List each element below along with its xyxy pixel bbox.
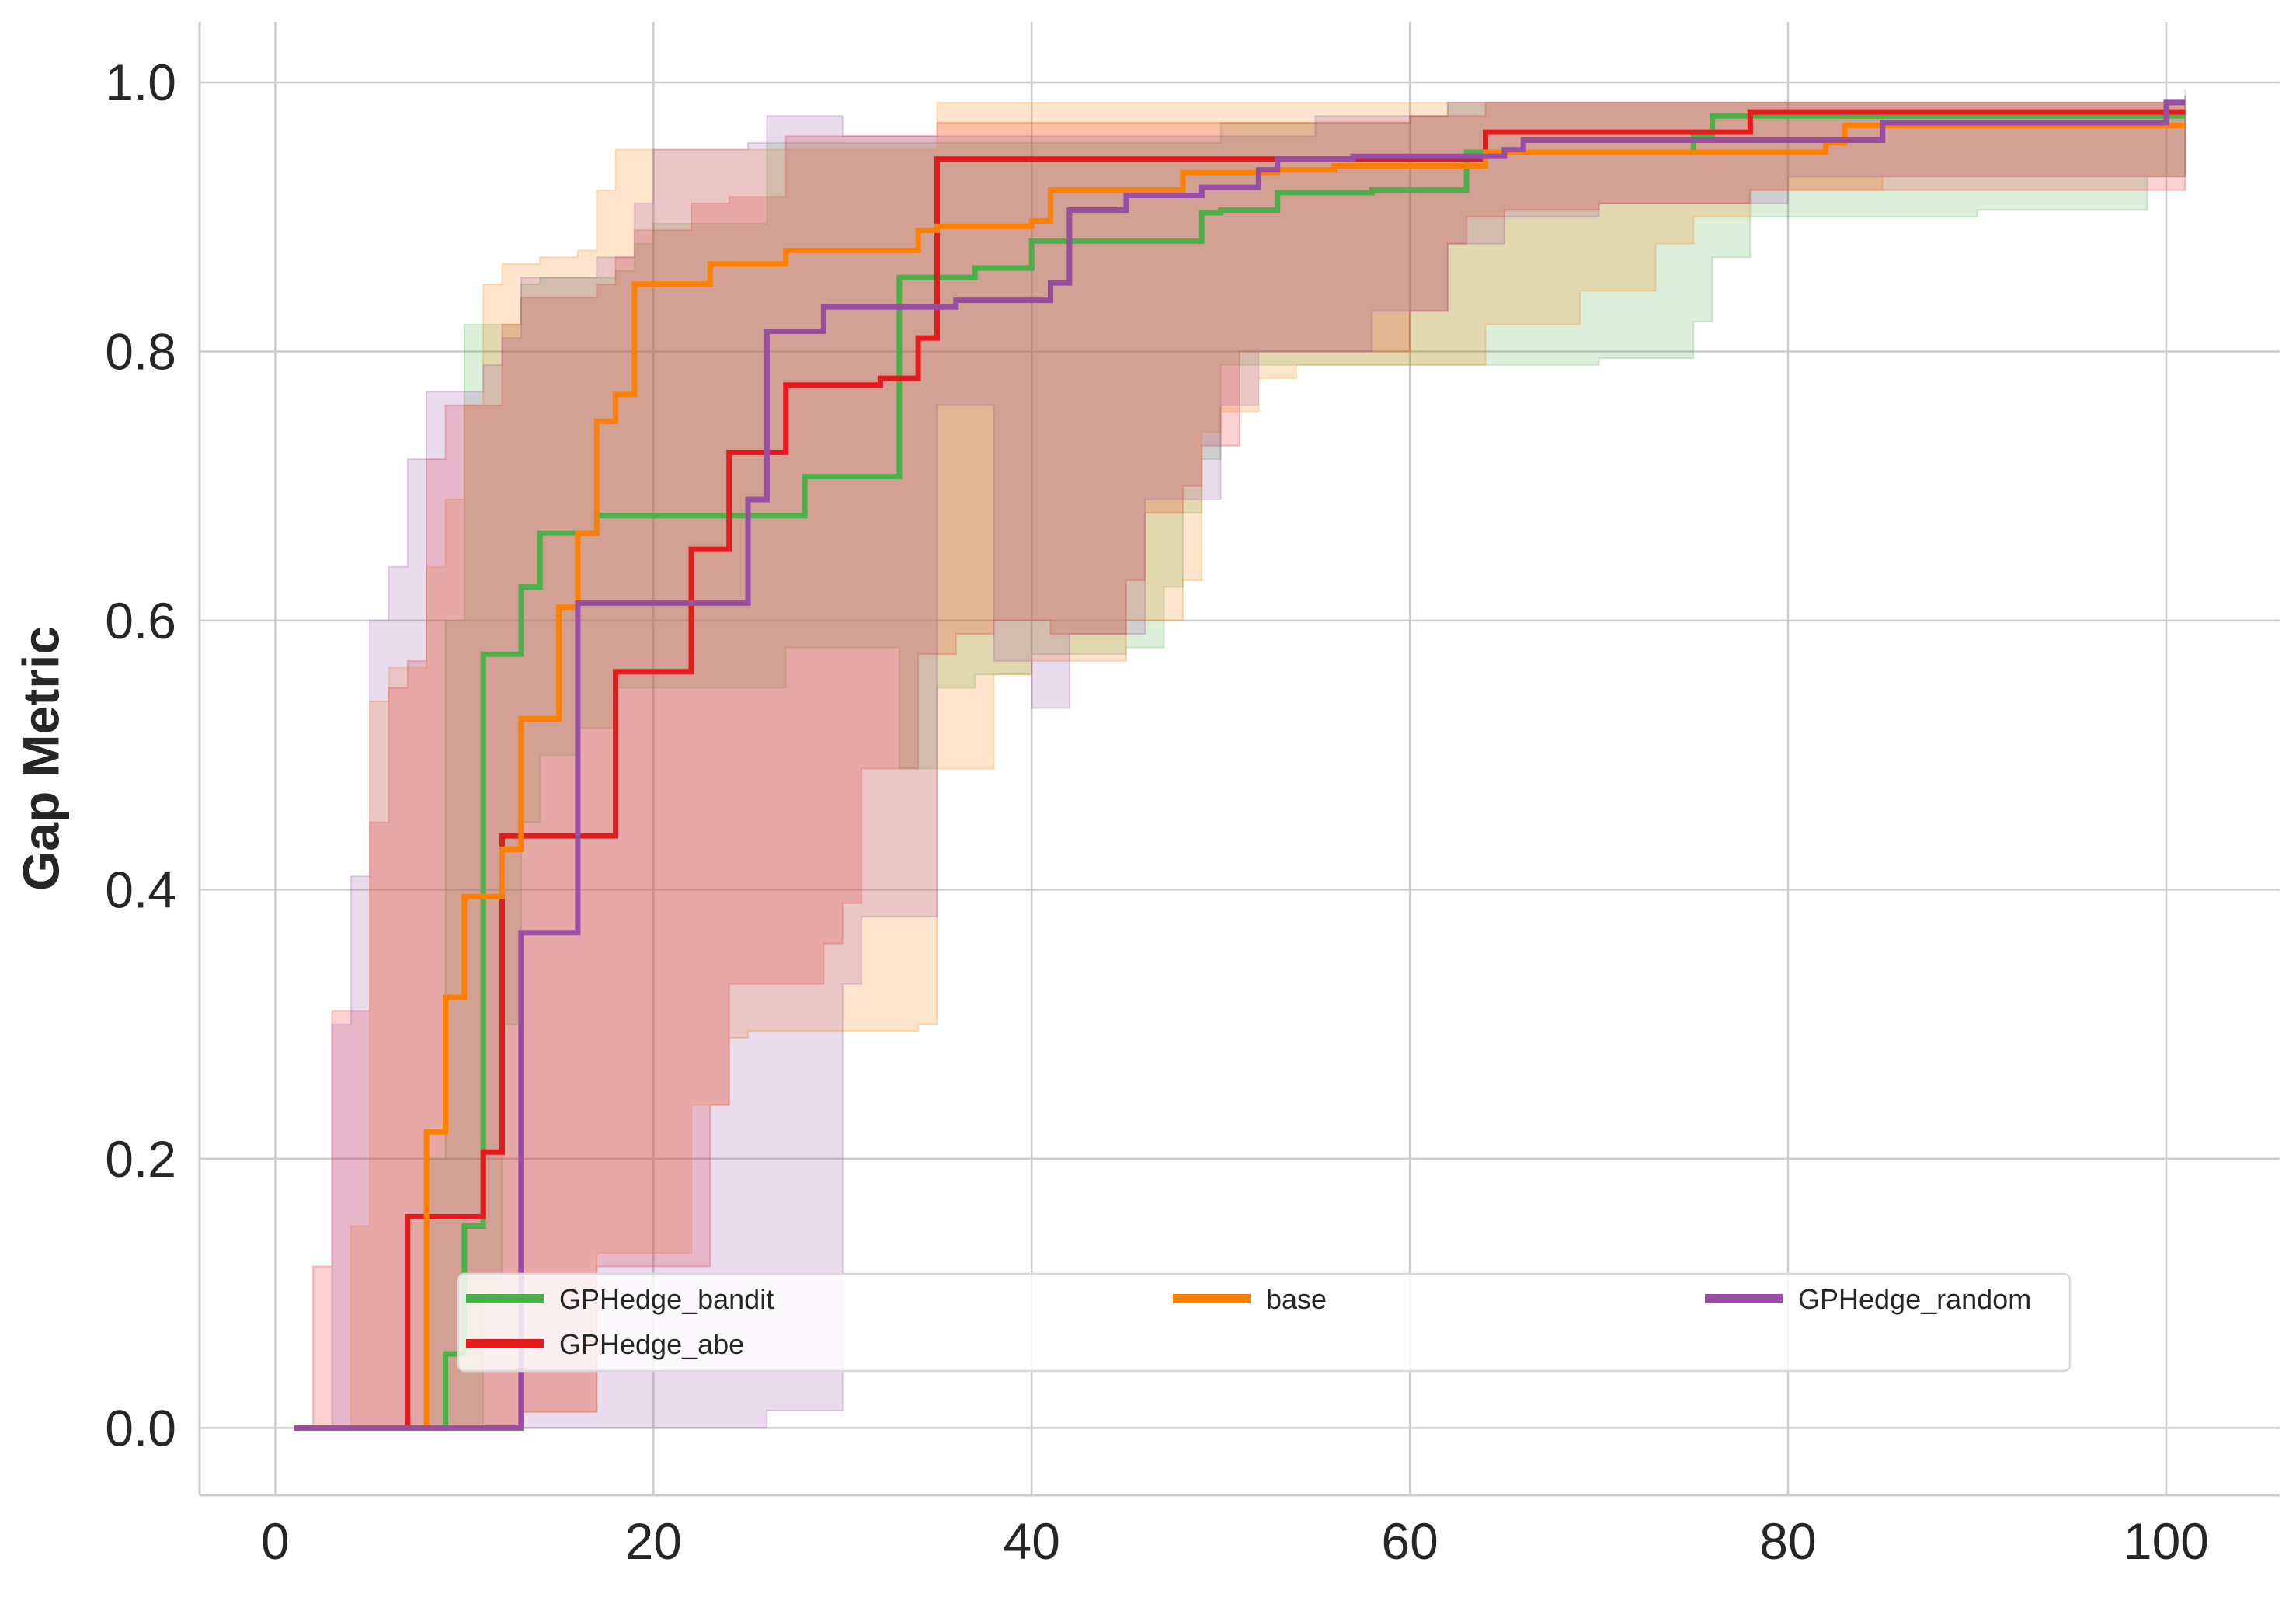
legend-item-GPHedge_abe[interactable]: GPHedge_abe bbox=[466, 1328, 744, 1360]
y-tick-label: 0.4 bbox=[105, 861, 176, 918]
legend-label: base bbox=[1266, 1283, 1327, 1315]
x-tick-label: 20 bbox=[625, 1512, 682, 1570]
legend-box bbox=[457, 1272, 2072, 1373]
y-tick-label: 0.8 bbox=[105, 322, 176, 380]
y-tick-label: 0.0 bbox=[105, 1399, 176, 1456]
axes bbox=[198, 22, 2280, 1497]
y-tick-label: 0.6 bbox=[105, 592, 176, 649]
legend-item-base[interactable]: base bbox=[1173, 1283, 1327, 1315]
x-tick-label: 40 bbox=[1003, 1512, 1059, 1570]
legend-item-GPHedge_bandit[interactable]: GPHedge_bandit bbox=[466, 1283, 774, 1315]
y-tick-label: 0.2 bbox=[105, 1130, 176, 1188]
series-line-GPHedge_bandit bbox=[294, 113, 2186, 1431]
legend-label: GPHedge_bandit bbox=[559, 1283, 774, 1315]
legend-label: GPHedge_abe bbox=[559, 1328, 744, 1360]
legend-item-GPHedge_random[interactable]: GPHedge_random bbox=[1705, 1283, 2031, 1315]
y-tick-label: 1.0 bbox=[105, 54, 176, 111]
y-axis-title: Gap Metric bbox=[12, 626, 69, 891]
series-lines bbox=[294, 99, 2186, 1431]
tick-labels: 0 20 40 60 80 100 0.0 0.2 0.4 0.6 0.8 1.0 bbox=[105, 54, 2209, 1570]
x-tick-label: 0 bbox=[261, 1512, 290, 1570]
x-tick-label: 80 bbox=[1759, 1512, 1816, 1570]
series-line-GPHedge_random bbox=[294, 99, 2186, 1431]
legend-label: GPHedge_random bbox=[1798, 1283, 2031, 1315]
series-line-base bbox=[294, 122, 2186, 1431]
x-tick-label: 100 bbox=[2124, 1512, 2209, 1570]
x-tick-label: 60 bbox=[1381, 1512, 1438, 1570]
legend[interactable]: GPHedge_bandit GPHedge_abe base GPHedge_ran… bbox=[457, 1272, 2072, 1373]
